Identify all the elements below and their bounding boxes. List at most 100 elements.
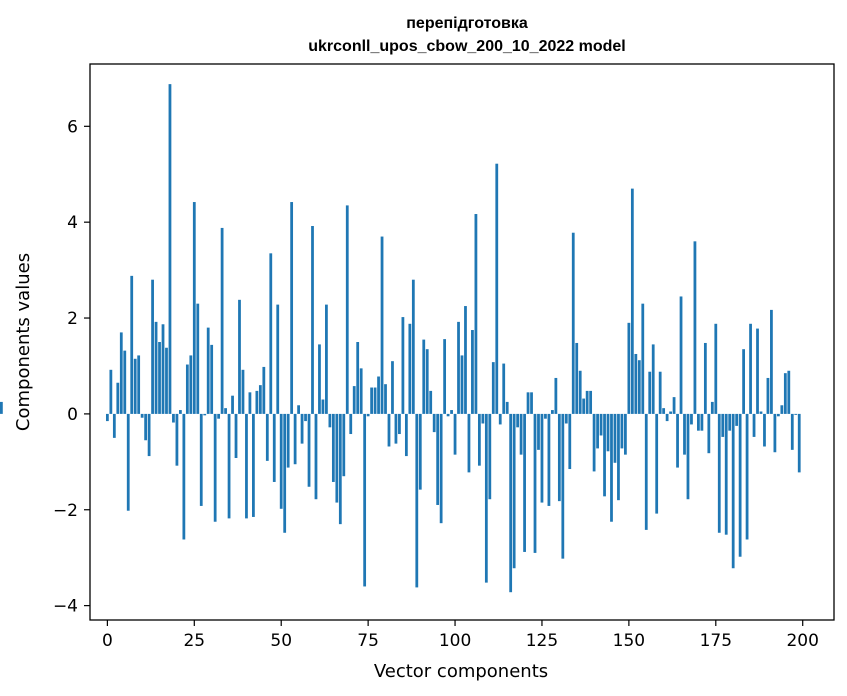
bar (196, 303, 200, 414)
bar (710, 401, 714, 414)
bar (300, 413, 304, 444)
bar (617, 413, 620, 501)
bar (286, 413, 290, 468)
bar (311, 226, 314, 414)
plot-frame (89, 63, 835, 621)
bar (728, 413, 732, 431)
bar (398, 413, 401, 435)
bar (429, 390, 433, 414)
bar (182, 413, 186, 540)
bar (112, 413, 116, 438)
x-tick-label: 125 (526, 631, 558, 651)
bar (262, 366, 266, 414)
bar (105, 413, 109, 422)
bar (655, 413, 659, 514)
bar (446, 413, 450, 417)
bar (683, 413, 686, 455)
x-tick-label: 175 (700, 631, 732, 651)
bar (0, 401, 3, 414)
bar (669, 411, 672, 414)
bar (231, 395, 234, 414)
bar (794, 413, 798, 415)
x-tick-label: 75 (357, 631, 379, 651)
bar (109, 369, 113, 414)
bar (773, 413, 777, 453)
bar (370, 387, 373, 414)
bar (147, 413, 151, 457)
bar (578, 370, 582, 414)
bar (387, 413, 391, 447)
x-axis-label: Vector components (374, 661, 548, 682)
bar (676, 413, 679, 468)
bar (783, 373, 787, 414)
bar (168, 84, 172, 414)
bar (436, 413, 440, 505)
bar (276, 304, 280, 414)
bar (453, 413, 457, 455)
bar (658, 371, 662, 414)
bar (467, 413, 471, 473)
bar (252, 413, 255, 517)
bar (763, 413, 766, 447)
chart-title-line1: перепідготовка (406, 15, 528, 32)
bar (185, 364, 189, 414)
bar (443, 339, 447, 414)
bar (373, 387, 377, 414)
bar (123, 350, 127, 414)
bar (564, 413, 568, 424)
bar (335, 413, 339, 503)
bar (217, 413, 221, 419)
bar (637, 360, 641, 414)
bar (304, 413, 307, 422)
bar (234, 413, 238, 458)
bar (735, 413, 739, 426)
bar (189, 355, 193, 414)
bar (460, 355, 464, 414)
bar (307, 413, 311, 487)
y-tick-label: 6 (67, 117, 78, 137)
y-axis-label: Components values (13, 253, 34, 431)
bar (592, 413, 596, 472)
bar (561, 413, 565, 559)
y-tick-label: −2 (53, 501, 78, 521)
bar (241, 369, 245, 414)
bar (498, 413, 502, 425)
bar (450, 410, 453, 414)
bar (356, 342, 360, 414)
chart-title-line2: ukrconll_upos_cbow_200_10_2022 model (308, 38, 625, 55)
bar (293, 413, 297, 465)
bar (477, 413, 481, 466)
bar (213, 413, 217, 522)
bar (206, 327, 210, 414)
bar (620, 413, 624, 449)
bar (314, 413, 318, 500)
bar (700, 413, 704, 431)
bar (505, 401, 509, 414)
bar (502, 363, 506, 414)
bar (279, 413, 283, 509)
bar (512, 413, 516, 569)
bar (495, 163, 499, 414)
bar (756, 328, 759, 414)
bar (519, 413, 523, 455)
bar (359, 368, 363, 414)
bar (540, 413, 544, 503)
bar (255, 390, 259, 414)
bar (484, 413, 488, 583)
bar (544, 413, 547, 419)
y-tick-label: 2 (67, 309, 78, 329)
bar (422, 339, 426, 414)
bar (318, 344, 321, 414)
bar (432, 413, 436, 433)
bar (697, 413, 700, 431)
bar (265, 413, 269, 461)
bar (425, 349, 429, 414)
bar (596, 413, 599, 449)
bar (151, 279, 154, 414)
bar (742, 349, 745, 414)
bar (408, 323, 412, 414)
bar (648, 371, 652, 414)
bar (721, 413, 725, 437)
bar (690, 413, 693, 425)
